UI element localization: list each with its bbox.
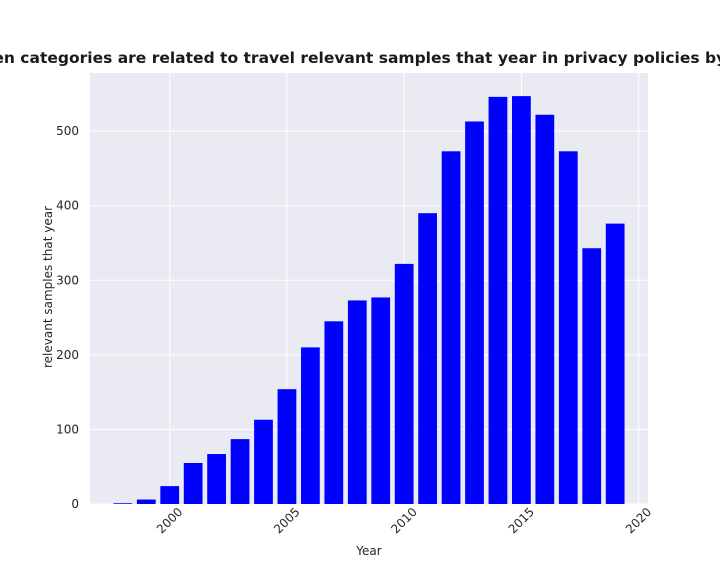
- x-tick-label: 2020: [623, 505, 654, 536]
- y-tick-label: 100: [56, 422, 79, 436]
- bar-2006: [301, 347, 320, 504]
- bar-2010: [394, 263, 414, 504]
- bar-1999: [136, 499, 156, 504]
- y-axis-label: relevant samples that year: [41, 206, 55, 368]
- bar-2005: [277, 389, 297, 504]
- bar-2004: [254, 419, 273, 504]
- bar-2012: [441, 151, 461, 505]
- bar-2017: [558, 151, 578, 505]
- x-axis-ticks: 2000 2005 2010 2015 2020: [154, 505, 654, 536]
- bars: [113, 96, 625, 505]
- bar-2002: [207, 454, 226, 504]
- bar-2016: [535, 114, 555, 504]
- bar-1998: [113, 503, 133, 504]
- y-tick-label: 300: [56, 273, 79, 287]
- y-tick-label: 500: [56, 124, 79, 138]
- bar-2008: [347, 300, 367, 504]
- chart-title: when categories are related to travel re…: [0, 49, 720, 67]
- bar-2007: [324, 321, 344, 504]
- y-tick-label: 0: [71, 497, 79, 511]
- bar-2009: [371, 297, 391, 504]
- bar-2014: [488, 96, 508, 504]
- bar-2018: [582, 248, 602, 504]
- bar-2001: [183, 462, 203, 504]
- x-tick-label: 2010: [388, 505, 419, 536]
- x-tick-label: 2005: [271, 505, 302, 536]
- bar-2019: [605, 223, 625, 505]
- x-axis-label: Year: [355, 544, 381, 558]
- x-tick-label: 2000: [154, 505, 185, 536]
- y-tick-label: 200: [56, 348, 79, 362]
- y-tick-label: 400: [56, 199, 79, 213]
- x-tick-label: 2015: [506, 505, 537, 536]
- plot-area: [90, 73, 648, 504]
- bar-2011: [418, 213, 437, 505]
- y-axis-ticks: 0 100 200 300 400 500: [56, 124, 79, 511]
- bar-2000: [160, 486, 180, 504]
- bar-2015: [512, 96, 531, 505]
- bar-2003: [230, 439, 250, 504]
- bar-2013: [465, 121, 484, 504]
